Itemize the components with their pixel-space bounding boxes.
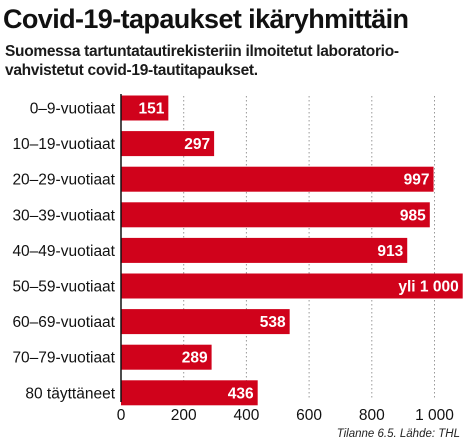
data-label: 297	[184, 136, 210, 153]
data-label: 985	[400, 207, 426, 224]
category-label: 0–9-vuotiaat	[30, 101, 116, 118]
bar	[121, 344, 212, 370]
category-label: 10–19-vuotiaat	[12, 136, 115, 153]
x-tick-label: 600	[296, 407, 322, 424]
source-note: Tilanne 6.5. Lähde: THL	[336, 428, 460, 440]
subtitle-line-1: Suomessa tartuntatautirekisteriin ilmoit…	[5, 43, 399, 60]
data-label: 289	[182, 350, 208, 367]
data-label: 436	[228, 385, 254, 402]
category-label: 40–49-vuotiaat	[12, 243, 115, 260]
bar	[121, 131, 215, 157]
bar	[121, 95, 169, 121]
category-label: 30–39-vuotiaat	[12, 207, 115, 224]
bar	[121, 273, 463, 299]
category-label: 70–79-vuotiaat	[12, 350, 115, 367]
x-tick-label: 200	[171, 407, 197, 424]
chart-subtitle: Suomessa tartuntatautirekisteriin ilmoit…	[5, 42, 465, 80]
bar	[121, 237, 408, 263]
data-label: 538	[260, 314, 286, 331]
bar	[121, 380, 258, 406]
chart-title: Covid-19-tapaukset ikäryhmittäin	[3, 4, 409, 34]
x-tick-label: 400	[233, 407, 259, 424]
category-label: 20–29-vuotiaat	[12, 172, 115, 189]
x-tick-label: 0	[117, 407, 126, 424]
category-label: 50–59-vuotiaat	[12, 279, 115, 296]
data-label: 913	[377, 243, 403, 260]
bar	[121, 309, 290, 335]
x-tick-label: 1 000	[415, 407, 454, 424]
x-tick-label: 800	[359, 407, 385, 424]
subtitle-line-2: vahvistetut covid-19-tautitapaukset.	[5, 62, 258, 79]
data-label: 151	[138, 101, 164, 118]
bar	[121, 166, 434, 192]
bar	[121, 202, 430, 228]
data-label: 997	[404, 172, 430, 189]
category-label: 80 täyttäneet	[25, 385, 115, 402]
data-label: yli 1 000	[398, 279, 458, 296]
category-label: 60–69-vuotiaat	[12, 314, 115, 331]
